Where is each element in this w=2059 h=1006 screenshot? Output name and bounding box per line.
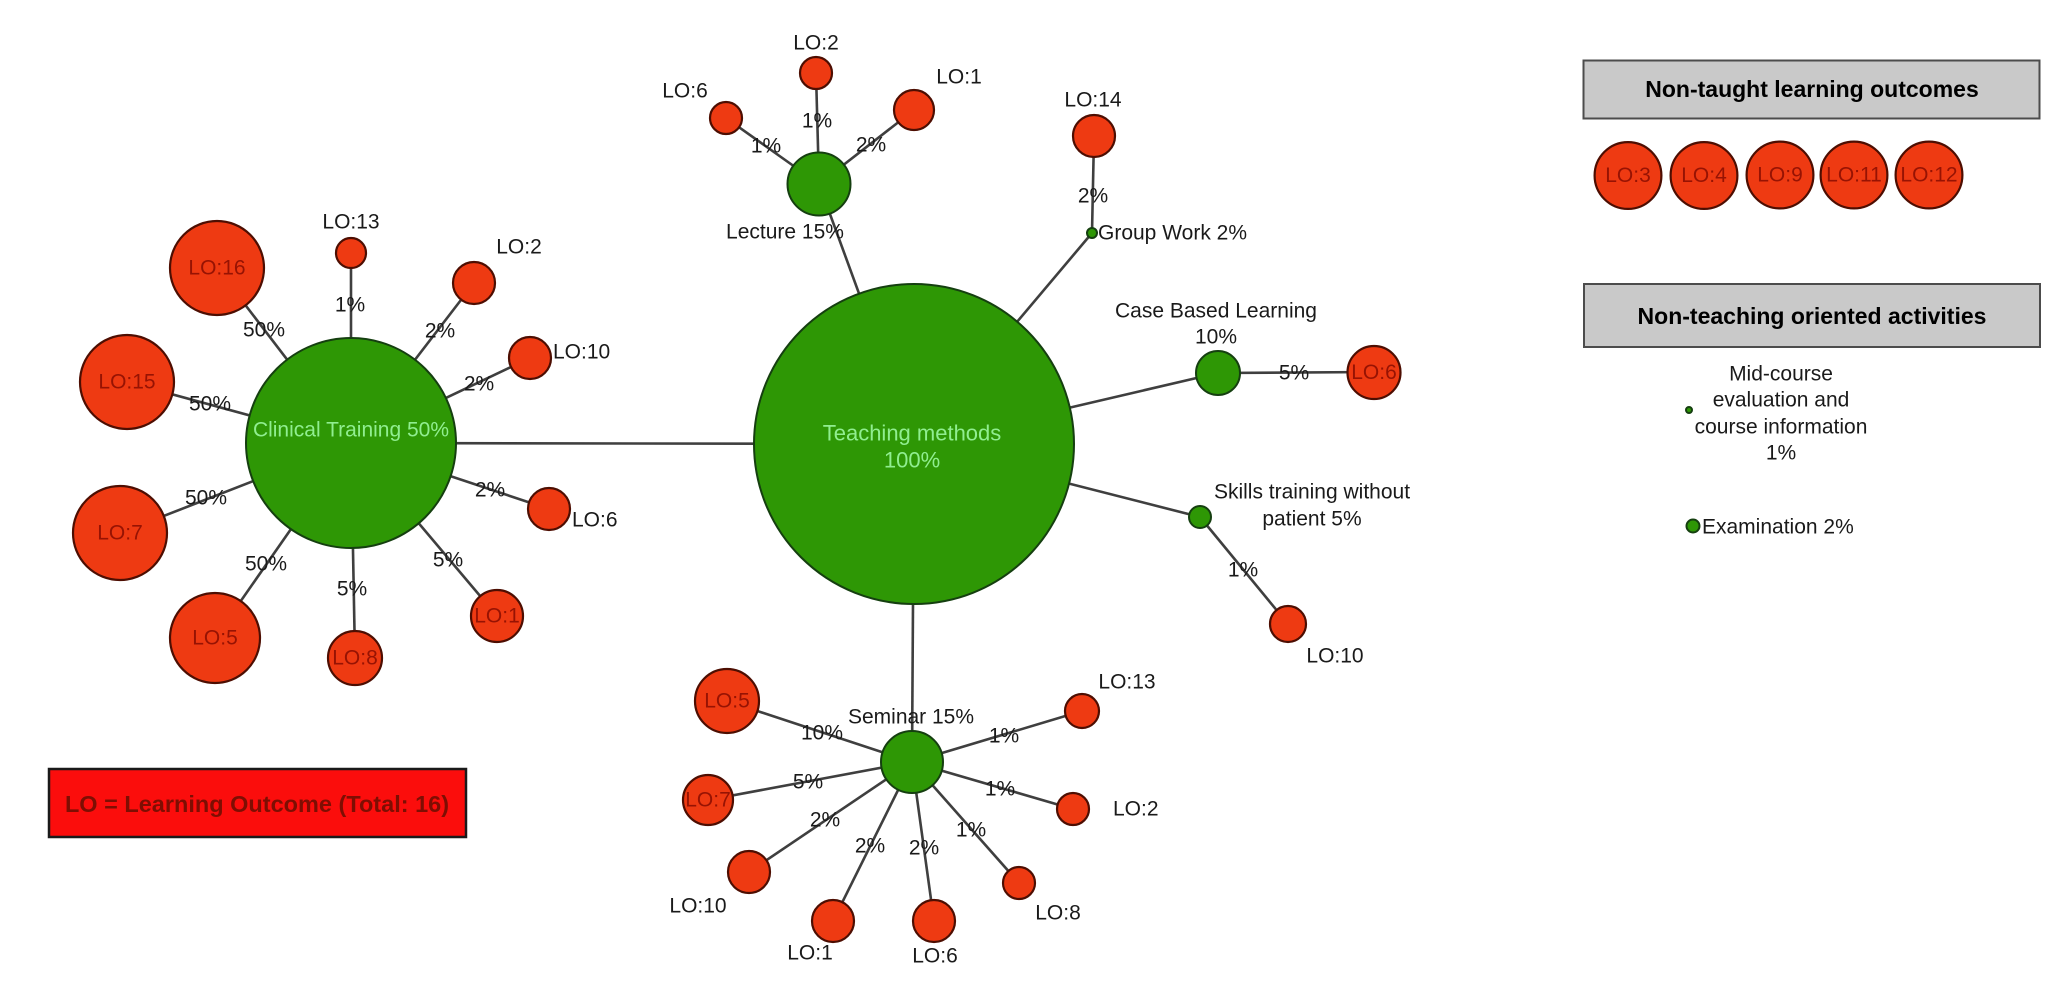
svg-text:LO:8: LO:8 — [1035, 902, 1081, 925]
svg-text:LO:3: LO:3 — [1605, 164, 1651, 187]
svg-text:LO:9: LO:9 — [1757, 164, 1803, 187]
svg-text:LO:1: LO:1 — [787, 942, 833, 965]
svg-text:1%: 1% — [989, 725, 1019, 748]
svg-text:LO:6: LO:6 — [572, 509, 618, 532]
svg-text:10%: 10% — [801, 722, 843, 745]
svg-text:LO:4: LO:4 — [1681, 164, 1727, 187]
svg-text:1%: 1% — [751, 135, 781, 158]
svg-text:Group Work 2%: Group Work 2% — [1098, 222, 1247, 245]
svg-text:2%: 2% — [856, 134, 886, 157]
svg-text:2%: 2% — [475, 479, 505, 502]
svg-text:LO = Learning Outcome (Total:: LO = Learning Outcome (Total: 16) — [65, 791, 449, 817]
svg-text:100%: 100% — [884, 448, 940, 473]
svg-text:Lecture 15%: Lecture 15% — [726, 221, 844, 244]
svg-text:Teaching methods: Teaching methods — [823, 421, 1002, 446]
svg-text:1%: 1% — [985, 778, 1015, 801]
svg-text:LO:10: LO:10 — [1306, 645, 1363, 668]
svg-text:LO:8: LO:8 — [332, 647, 378, 670]
svg-text:evaluation and: evaluation and — [1713, 389, 1850, 412]
svg-text:LO:2: LO:2 — [1113, 798, 1159, 821]
svg-text:1%: 1% — [1766, 442, 1796, 465]
svg-text:50%: 50% — [243, 319, 285, 342]
svg-text:LO:16: LO:16 — [188, 257, 245, 280]
svg-text:LO:5: LO:5 — [192, 627, 238, 650]
svg-text:LO:6: LO:6 — [662, 80, 708, 103]
svg-text:LO:1: LO:1 — [474, 605, 520, 628]
svg-text:LO:13: LO:13 — [322, 211, 379, 234]
svg-text:5%: 5% — [1279, 362, 1309, 385]
svg-text:LO:7: LO:7 — [97, 522, 143, 545]
svg-text:Clinical Training 50%: Clinical Training 50% — [253, 419, 449, 442]
svg-text:LO:5: LO:5 — [704, 690, 750, 713]
svg-text:LO:7: LO:7 — [685, 789, 731, 812]
svg-text:1%: 1% — [802, 110, 832, 133]
svg-text:Seminar 15%: Seminar 15% — [848, 706, 974, 729]
svg-text:LO:13: LO:13 — [1098, 671, 1155, 694]
svg-text:LO:10: LO:10 — [553, 341, 610, 364]
svg-text:2%: 2% — [810, 809, 840, 832]
svg-text:LO:10: LO:10 — [669, 895, 726, 918]
svg-text:5%: 5% — [793, 771, 823, 794]
svg-text:50%: 50% — [185, 487, 227, 510]
svg-text:LO:12: LO:12 — [1900, 164, 1957, 187]
svg-text:Skills training without: Skills training without — [1214, 481, 1410, 504]
svg-text:1%: 1% — [1228, 559, 1258, 582]
svg-text:Case Based Learning: Case Based Learning — [1115, 300, 1317, 323]
svg-text:Examination 2%: Examination 2% — [1702, 516, 1854, 539]
svg-text:10%: 10% — [1195, 326, 1237, 349]
svg-text:LO:14: LO:14 — [1064, 89, 1122, 112]
svg-text:2%: 2% — [464, 373, 494, 396]
svg-text:Non-taught learning outcomes: Non-taught learning outcomes — [1645, 76, 1979, 102]
svg-text:50%: 50% — [189, 393, 231, 416]
svg-text:1%: 1% — [956, 819, 986, 842]
svg-text:5%: 5% — [433, 549, 463, 572]
svg-text:LO:15: LO:15 — [98, 371, 155, 394]
svg-text:patient 5%: patient 5% — [1262, 508, 1361, 531]
svg-text:Non-teaching oriented activiti: Non-teaching oriented activities — [1638, 303, 1987, 329]
svg-text:LO:2: LO:2 — [496, 236, 542, 259]
svg-text:2%: 2% — [425, 320, 455, 343]
svg-text:5%: 5% — [337, 578, 367, 601]
svg-text:LO:1: LO:1 — [936, 66, 982, 89]
svg-text:1%: 1% — [335, 294, 365, 317]
svg-text:Mid-course: Mid-course — [1729, 363, 1833, 386]
svg-text:50%: 50% — [245, 553, 287, 576]
svg-text:LO:6: LO:6 — [912, 945, 958, 968]
svg-text:LO:2: LO:2 — [793, 32, 839, 55]
svg-text:LO:11: LO:11 — [1826, 164, 1882, 187]
svg-text:2%: 2% — [909, 837, 939, 860]
svg-text:2%: 2% — [1078, 185, 1108, 208]
svg-text:LO:6: LO:6 — [1351, 361, 1397, 384]
svg-text:course information: course information — [1695, 416, 1868, 439]
svg-text:2%: 2% — [855, 835, 885, 858]
